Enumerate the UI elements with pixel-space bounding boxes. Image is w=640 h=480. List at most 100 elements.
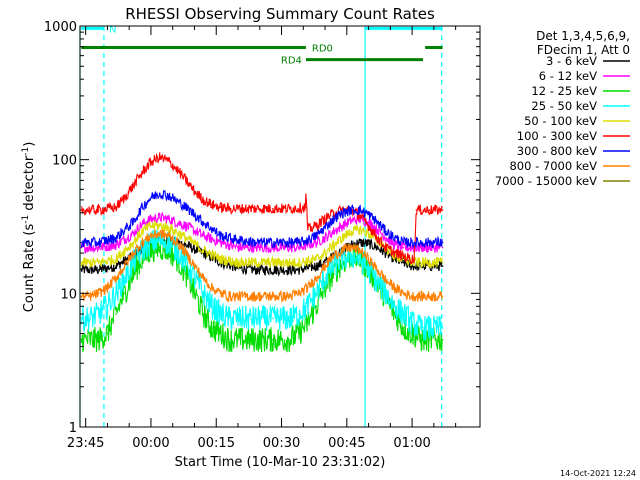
series-point [411,241,413,244]
series-point [89,295,91,298]
series-point [359,228,361,231]
series-point [306,228,309,231]
series-point [132,261,135,264]
legend-label: 6 - 12 keV [539,69,597,83]
series-6 [80,189,444,249]
series-point [132,232,135,235]
legend-header-line2: FDecim 1, Att 0 [537,43,630,57]
series-point [202,234,204,237]
legend-label: 3 - 6 keV [546,54,597,68]
series-trace [80,220,443,270]
annotation-label: N [109,24,116,35]
series-point [437,241,440,244]
series-point [141,206,144,209]
series-point [97,268,100,271]
series-point [115,206,117,209]
series-point [298,292,300,295]
series-point [115,258,117,261]
series-point [158,239,161,241]
series-point [80,295,83,298]
series-point [376,221,379,224]
series-point [298,332,300,335]
series-point [441,261,444,264]
series-point [158,246,161,249]
series-trace [80,211,443,254]
series-point [89,317,91,320]
series-point [184,225,187,227]
series-point [184,273,187,275]
series-point [115,265,117,267]
series-point [315,234,318,237]
series-point [385,292,387,295]
series-point [237,239,239,241]
series-point [411,322,413,324]
series-point [332,212,335,214]
series-point [437,261,440,264]
series-1 [80,211,444,254]
series-point [315,258,318,261]
series-point [80,209,83,211]
series-point [280,241,283,244]
series-point [132,252,135,254]
series-point [437,209,440,211]
series-point [315,225,318,227]
series-trace [80,189,443,249]
series-point [306,287,309,289]
legend: Det 1,3,4,5,6,9, FDecim 1, Att 0 3 - 6 k… [495,29,630,188]
series-point [280,261,283,264]
series-point [359,241,361,244]
legend-label: 300 - 800 keV [517,144,597,158]
series-point [132,184,135,187]
series-point [402,246,405,249]
series-point [393,287,396,289]
series-point [428,295,431,298]
x-tick-label: 00:30 [263,436,300,451]
series-point [228,295,231,298]
series-point [254,268,257,271]
series-point [141,241,144,244]
series-point [420,209,422,211]
series-point [150,249,152,252]
series-point [106,305,109,308]
series-point [167,234,170,237]
series-point [158,216,161,219]
series-point [367,242,370,245]
series-point [289,295,292,298]
series-point [202,313,204,315]
series-point [237,261,239,264]
series-point [124,292,126,295]
series-point [324,237,326,239]
plot-frame [79,25,481,428]
series-point [254,207,257,210]
series-point [376,281,379,284]
series-point [428,241,431,244]
series-point [150,225,152,227]
series-point [254,241,257,244]
series-point [97,338,100,341]
x-tick-label: 00:45 [328,436,365,451]
series-7 [80,229,444,304]
series-point [315,305,318,308]
footer-timestamp: 14-Oct-2021 12:24 [560,469,636,478]
annotation-label: RD4 [281,56,302,67]
axes-layer: 1 10 100 1000 23:45 00:00 00:15 00:30 00:45 01:00 [44,20,480,451]
series-point [376,237,379,239]
series-point [315,265,318,267]
series-point [254,261,257,264]
series-point [219,292,222,295]
series-point [289,338,292,341]
series-point [237,295,239,298]
series-point [158,156,161,159]
series-point [359,209,361,211]
series-point [80,261,83,264]
series-point [272,295,274,298]
series-point [341,237,344,239]
series-point [211,287,213,289]
series-point [176,168,178,171]
series-point [254,295,257,298]
series-point [193,265,196,267]
series-point [441,338,444,341]
series-point [184,261,187,264]
y-tick-label: 10 [60,287,77,302]
